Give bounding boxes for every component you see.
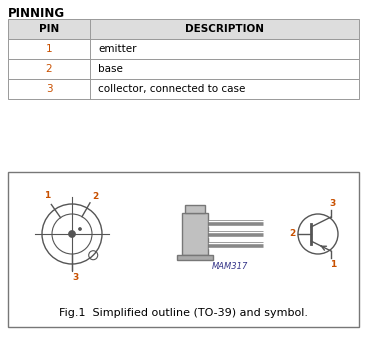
Text: 2: 2 [92, 192, 99, 201]
Bar [177, 255, 213, 260]
Bar [182, 213, 208, 255]
Text: DESCRIPTION: DESCRIPTION [185, 24, 264, 34]
Bar [185, 205, 205, 213]
Circle shape [79, 227, 81, 231]
Text: emitter: emitter [98, 44, 137, 54]
Text: 3: 3 [46, 84, 52, 94]
Text: 2: 2 [46, 64, 52, 74]
Text: Fig.1  Simplified outline (TO-39) and symbol.: Fig.1 Simplified outline (TO-39) and sym… [59, 308, 308, 318]
Text: PINNING: PINNING [8, 7, 65, 20]
Text: collector, connected to case: collector, connected to case [98, 84, 246, 94]
Text: 3: 3 [73, 274, 79, 282]
Text: MAM317: MAM317 [212, 262, 248, 271]
Bar [8, 39, 359, 59]
Text: 1: 1 [44, 191, 50, 201]
Text: 3: 3 [330, 199, 336, 208]
Text: 1: 1 [330, 260, 336, 269]
Circle shape [69, 231, 76, 238]
Bar [8, 19, 359, 39]
Text: PIN: PIN [39, 24, 59, 34]
Bar [8, 79, 359, 99]
Bar [8, 59, 359, 79]
Text: 2: 2 [289, 228, 295, 238]
Text: base: base [98, 64, 123, 74]
Bar [8, 172, 359, 327]
Text: 1: 1 [46, 44, 52, 54]
